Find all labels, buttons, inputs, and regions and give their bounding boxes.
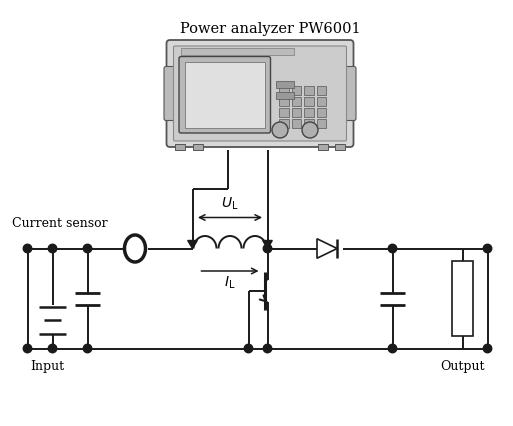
Circle shape	[302, 123, 318, 139]
Circle shape	[263, 345, 272, 353]
Circle shape	[83, 345, 92, 353]
Bar	[279, 87, 288, 95]
Ellipse shape	[125, 236, 146, 262]
FancyBboxPatch shape	[173, 47, 346, 142]
Bar	[276, 82, 293, 88]
Bar	[181, 49, 293, 55]
Bar	[291, 120, 301, 128]
Bar	[291, 98, 301, 106]
FancyBboxPatch shape	[185, 63, 265, 128]
FancyBboxPatch shape	[345, 67, 356, 121]
Bar	[317, 98, 326, 106]
Bar	[317, 120, 326, 128]
Bar	[291, 87, 301, 95]
FancyBboxPatch shape	[179, 58, 270, 134]
Text: Power analyzer PW6001: Power analyzer PW6001	[180, 21, 360, 35]
Bar	[304, 120, 313, 128]
Circle shape	[48, 245, 57, 253]
Bar	[335, 144, 345, 151]
Text: Current sensor: Current sensor	[12, 216, 108, 230]
Circle shape	[388, 245, 397, 253]
Text: $I_{\mathrm{L}}$: $I_{\mathrm{L}}$	[224, 274, 236, 290]
Bar	[279, 109, 288, 117]
Bar	[304, 98, 313, 106]
Polygon shape	[317, 239, 337, 259]
Circle shape	[244, 345, 253, 353]
Bar	[304, 87, 313, 95]
Circle shape	[23, 345, 32, 353]
Circle shape	[272, 123, 288, 139]
Bar	[318, 144, 327, 151]
Bar	[279, 98, 288, 106]
Circle shape	[483, 245, 492, 253]
Circle shape	[388, 345, 397, 353]
Bar	[175, 144, 185, 151]
FancyBboxPatch shape	[167, 41, 353, 148]
Text: Load: Load	[458, 285, 467, 313]
Bar	[317, 109, 326, 117]
Bar	[317, 87, 326, 95]
Circle shape	[263, 245, 272, 253]
Bar	[276, 93, 293, 99]
Bar	[452, 262, 473, 336]
Circle shape	[48, 345, 57, 353]
Bar	[304, 109, 313, 117]
Polygon shape	[263, 241, 272, 249]
Text: $U_{\mathrm{L}}$: $U_{\mathrm{L}}$	[221, 196, 239, 212]
Circle shape	[83, 245, 92, 253]
Polygon shape	[188, 241, 198, 249]
FancyBboxPatch shape	[164, 67, 175, 121]
Bar	[291, 109, 301, 117]
Circle shape	[23, 245, 32, 253]
Text: Output: Output	[441, 360, 485, 373]
Circle shape	[483, 345, 492, 353]
Text: Input: Input	[30, 360, 64, 373]
Bar	[192, 144, 203, 151]
Bar	[279, 120, 288, 128]
